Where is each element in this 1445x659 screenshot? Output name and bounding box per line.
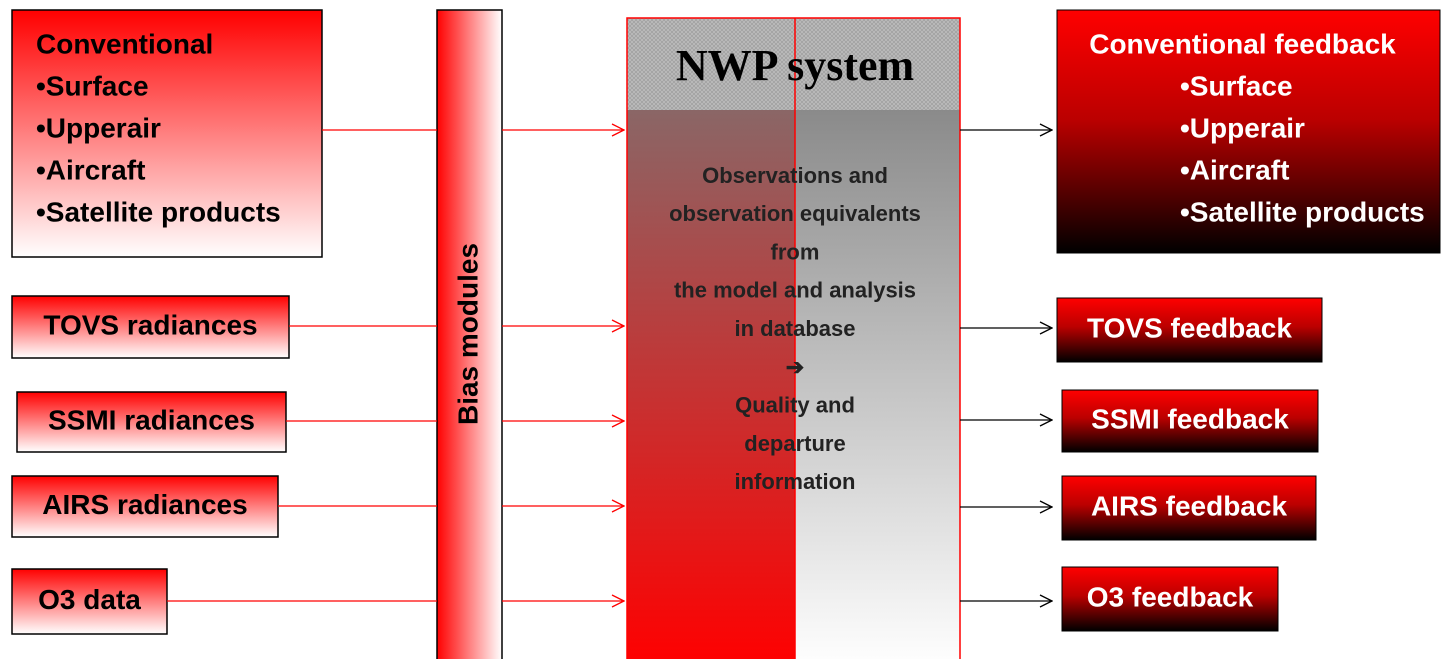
input-text: AIRS radiances (42, 489, 247, 520)
input-text: •Satellite products (36, 196, 281, 227)
bias-bar (436, 9, 503, 659)
nwp-text: information (735, 469, 856, 494)
output-box (1061, 389, 1319, 453)
input-text: •Surface (36, 70, 149, 101)
output-text: AIRS feedback (1091, 490, 1287, 521)
output-text: Conventional feedback (1089, 28, 1396, 59)
nwp-text: ➔ (786, 354, 804, 379)
nwp-text: Quality and (735, 393, 855, 418)
nwp-right (795, 18, 960, 659)
nwp-text: observation equivalents (669, 201, 921, 226)
nwp-text: in database (734, 316, 855, 341)
output-text: TOVS feedback (1087, 312, 1292, 343)
output-text: •Surface (1180, 70, 1293, 101)
input-text: O3 data (38, 584, 141, 615)
nwp-text: departure (744, 431, 845, 456)
output-box (1056, 297, 1323, 363)
output-text: •Satellite products (1180, 196, 1425, 227)
input-box (11, 475, 279, 538)
input-box (16, 391, 287, 453)
output-box (1056, 9, 1441, 254)
input-text: •Aircraft (36, 154, 145, 185)
input-text: Conventional (36, 28, 213, 59)
input-box (11, 9, 323, 258)
nwp-text: the model and analysis (674, 278, 916, 303)
output-text: SSMI feedback (1091, 403, 1289, 434)
output-text: •Aircraft (1180, 154, 1289, 185)
nwp-border (626, 17, 961, 659)
input-text: SSMI radiances (48, 404, 255, 435)
input-box (11, 568, 168, 635)
nwp-title: NWP system (676, 41, 914, 90)
output-text: •Upperair (1180, 112, 1305, 143)
output-box (1061, 475, 1317, 541)
output-text: O3 feedback (1087, 581, 1254, 612)
nwp-header (627, 18, 960, 110)
nwp-text: from (771, 239, 820, 264)
nwp-text: Observations and (702, 163, 888, 188)
output-box (1061, 566, 1279, 632)
nwp-left (627, 18, 795, 659)
input-box (11, 295, 290, 359)
input-text: •Upperair (36, 112, 161, 143)
input-text: TOVS radiances (43, 309, 257, 340)
bias-label: Bias modules (452, 243, 483, 425)
